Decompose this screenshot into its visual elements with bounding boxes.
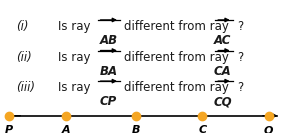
- Text: ?: ?: [237, 20, 243, 33]
- Text: Is ray: Is ray: [58, 81, 90, 94]
- Text: B: B: [131, 125, 140, 133]
- Text: (iii): (iii): [16, 81, 35, 94]
- Text: CA: CA: [214, 65, 231, 78]
- Text: (i): (i): [16, 20, 28, 33]
- Text: Is ray: Is ray: [58, 51, 90, 64]
- Text: ?: ?: [237, 51, 243, 64]
- Text: C: C: [198, 125, 206, 133]
- Text: Is ray: Is ray: [58, 20, 90, 33]
- Text: AB: AB: [100, 34, 118, 47]
- Text: different from ray: different from ray: [124, 51, 229, 64]
- Text: P: P: [5, 125, 13, 133]
- Text: different from ray: different from ray: [124, 20, 229, 33]
- Text: CQ: CQ: [213, 95, 232, 108]
- Text: AC: AC: [214, 34, 231, 47]
- Text: (ii): (ii): [16, 51, 32, 64]
- Text: A: A: [62, 125, 71, 133]
- Text: BA: BA: [100, 65, 118, 78]
- Text: different from ray: different from ray: [124, 81, 229, 94]
- Text: ?: ?: [237, 81, 243, 94]
- Text: CP: CP: [100, 95, 117, 108]
- Text: Q: Q: [264, 125, 273, 133]
